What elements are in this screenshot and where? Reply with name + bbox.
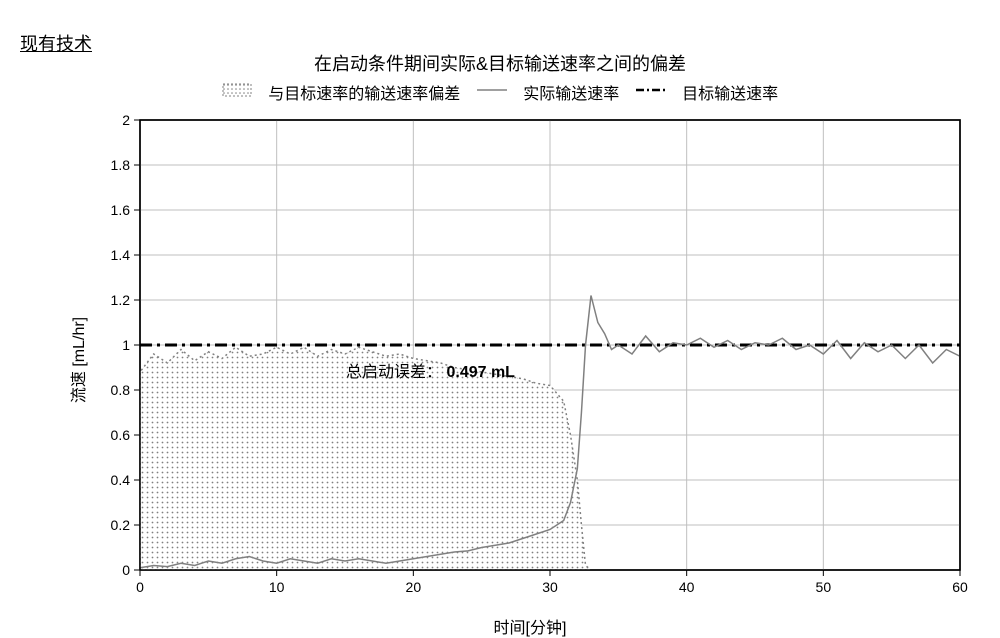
legend-swatch-target: [636, 83, 666, 102]
prior-art-label: 现有技术: [20, 30, 92, 56]
chart-svg: 00.20.40.60.811.21.41.61.820102030405060: [80, 110, 980, 610]
annotation-text: 总启动误差： 0.497 mL: [346, 358, 515, 382]
y-axis-label: 流速 [mL/hr]: [65, 317, 89, 403]
legend-label-actual: 实际输送速率: [523, 86, 619, 103]
chart-title: 在启动条件期间实际&目标输送速率之间的偏差: [20, 50, 980, 76]
svg-text:1: 1: [122, 337, 130, 353]
legend: 与目标速率的输送速率偏差 实际输送速率 目标输送速率: [20, 80, 980, 104]
svg-text:1.6: 1.6: [111, 202, 131, 218]
svg-text:60: 60: [952, 579, 968, 595]
svg-text:0: 0: [136, 579, 144, 595]
svg-text:0: 0: [122, 562, 130, 578]
svg-text:0.2: 0.2: [111, 517, 131, 533]
svg-text:30: 30: [542, 579, 558, 595]
annotation-prefix: 总启动误差：: [346, 364, 442, 381]
svg-text:50: 50: [816, 579, 832, 595]
legend-label-deviation: 与目标速率的输送速率偏差: [268, 86, 460, 103]
svg-text:0.4: 0.4: [111, 472, 131, 488]
svg-text:2: 2: [122, 112, 130, 128]
svg-text:0.6: 0.6: [111, 427, 131, 443]
svg-text:1.8: 1.8: [111, 157, 131, 173]
legend-label-target: 目标输送速率: [682, 86, 778, 103]
annotation-value: 0.497 mL: [446, 364, 514, 381]
chart-area: 流速 [mL/hr] 00.20.40.60.811.21.41.61.8201…: [80, 110, 980, 610]
svg-text:1.4: 1.4: [111, 247, 131, 263]
svg-text:1.2: 1.2: [111, 292, 131, 308]
x-axis-label: 时间[分钟]: [80, 614, 980, 638]
svg-text:20: 20: [406, 579, 422, 595]
svg-text:10: 10: [269, 579, 285, 595]
svg-text:40: 40: [679, 579, 695, 595]
legend-swatch-actual: [477, 83, 507, 102]
legend-swatch-deviation: [222, 83, 252, 102]
svg-text:0.8: 0.8: [111, 382, 131, 398]
